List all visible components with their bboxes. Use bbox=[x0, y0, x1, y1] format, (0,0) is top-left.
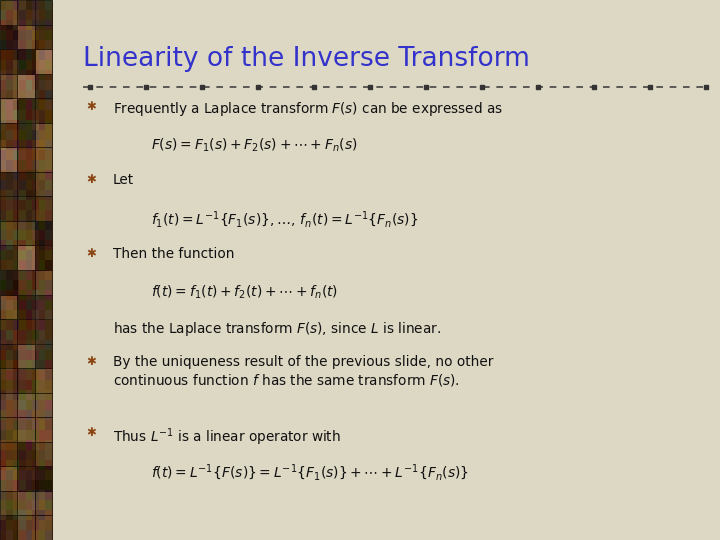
Bar bbox=[35, 368, 52, 393]
Bar bbox=[17, 319, 35, 343]
Bar bbox=[17, 123, 35, 147]
Text: $f(t) = f_1(t) + f_2(t) + \cdots + f_n(t)$: $f(t) = f_1(t) + f_2(t) + \cdots + f_n(t… bbox=[151, 284, 338, 301]
Bar bbox=[35, 393, 52, 417]
Bar bbox=[0, 343, 17, 368]
Text: $f(t) = L^{-1}\{F(s)\} = L^{-1}\{F_1(s)\} + \cdots + L^{-1}\{F_n(s)\}$: $f(t) = L^{-1}\{F(s)\} = L^{-1}\{F_1(s)\… bbox=[151, 463, 469, 483]
Bar bbox=[17, 294, 35, 319]
Bar bbox=[17, 172, 35, 197]
Bar bbox=[0, 368, 17, 393]
Bar bbox=[35, 467, 52, 491]
Text: Then the function: Then the function bbox=[113, 247, 235, 261]
Bar bbox=[35, 516, 52, 540]
Bar bbox=[0, 442, 17, 467]
Bar bbox=[0, 24, 17, 49]
Text: ✱: ✱ bbox=[86, 100, 96, 113]
Bar bbox=[35, 147, 52, 172]
Bar bbox=[0, 393, 17, 417]
Bar bbox=[35, 491, 52, 516]
Bar bbox=[35, 98, 52, 123]
Bar bbox=[35, 270, 52, 294]
Bar bbox=[35, 246, 52, 270]
Bar bbox=[35, 221, 52, 246]
Bar bbox=[35, 197, 52, 221]
Text: Thus $L^{-1}$ is a linear operator with: Thus $L^{-1}$ is a linear operator with bbox=[113, 426, 341, 448]
Text: ✱: ✱ bbox=[86, 173, 96, 186]
Bar bbox=[0, 73, 17, 98]
Bar bbox=[0, 491, 17, 516]
Bar bbox=[17, 221, 35, 246]
Bar bbox=[35, 319, 52, 343]
Bar bbox=[0, 123, 17, 147]
Text: ✱: ✱ bbox=[86, 247, 96, 260]
Bar bbox=[0, 516, 17, 540]
Bar bbox=[17, 49, 35, 73]
Bar bbox=[35, 172, 52, 197]
Bar bbox=[17, 343, 35, 368]
Bar bbox=[17, 368, 35, 393]
Bar bbox=[17, 491, 35, 516]
Text: ✱: ✱ bbox=[86, 355, 96, 368]
Bar bbox=[0, 417, 17, 442]
Bar bbox=[17, 147, 35, 172]
Bar bbox=[17, 73, 35, 98]
Bar bbox=[35, 123, 52, 147]
Bar bbox=[35, 343, 52, 368]
Bar bbox=[0, 246, 17, 270]
Text: Linearity of the Inverse Transform: Linearity of the Inverse Transform bbox=[83, 46, 530, 72]
Bar bbox=[17, 467, 35, 491]
Bar bbox=[35, 0, 52, 24]
Bar bbox=[35, 49, 52, 73]
Bar bbox=[0, 294, 17, 319]
Bar bbox=[35, 294, 52, 319]
Bar bbox=[0, 467, 17, 491]
Bar bbox=[17, 246, 35, 270]
Text: $F(s) = F_1(s) + F_2(s) + \cdots + F_n(s)$: $F(s) = F_1(s) + F_2(s) + \cdots + F_n(s… bbox=[151, 137, 358, 154]
Bar bbox=[0, 221, 17, 246]
Bar bbox=[0, 147, 17, 172]
Bar bbox=[0, 270, 17, 294]
Bar bbox=[0, 0, 17, 24]
Text: ✱: ✱ bbox=[86, 426, 96, 439]
Bar bbox=[17, 0, 35, 24]
Bar bbox=[17, 24, 35, 49]
Bar bbox=[35, 442, 52, 467]
Bar bbox=[35, 417, 52, 442]
Bar bbox=[17, 516, 35, 540]
Bar bbox=[17, 393, 35, 417]
Text: $f_1(t) = L^{-1}\{F_1(s)\}, \ldots ,\, f_n(t) = L^{-1}\{F_n(s)\}$: $f_1(t) = L^{-1}\{F_1(s)\}, \ldots ,\, f… bbox=[151, 210, 418, 231]
Text: By the uniqueness result of the previous slide, no other
continuous function $f$: By the uniqueness result of the previous… bbox=[113, 355, 493, 388]
Bar bbox=[0, 197, 17, 221]
Text: Frequently a Laplace transform $F(s)$ can be expressed as: Frequently a Laplace transform $F(s)$ ca… bbox=[113, 100, 503, 118]
Bar bbox=[17, 197, 35, 221]
Bar bbox=[17, 98, 35, 123]
Bar bbox=[0, 172, 17, 197]
Bar bbox=[0, 98, 17, 123]
Bar bbox=[17, 417, 35, 442]
Bar bbox=[17, 270, 35, 294]
Text: Let: Let bbox=[113, 173, 134, 187]
Bar bbox=[0, 49, 17, 73]
Bar bbox=[35, 73, 52, 98]
Bar bbox=[35, 24, 52, 49]
Bar bbox=[17, 442, 35, 467]
Text: has the Laplace transform $F(s)$, since $L$ is linear.: has the Laplace transform $F(s)$, since … bbox=[113, 320, 441, 338]
Bar bbox=[0, 319, 17, 343]
